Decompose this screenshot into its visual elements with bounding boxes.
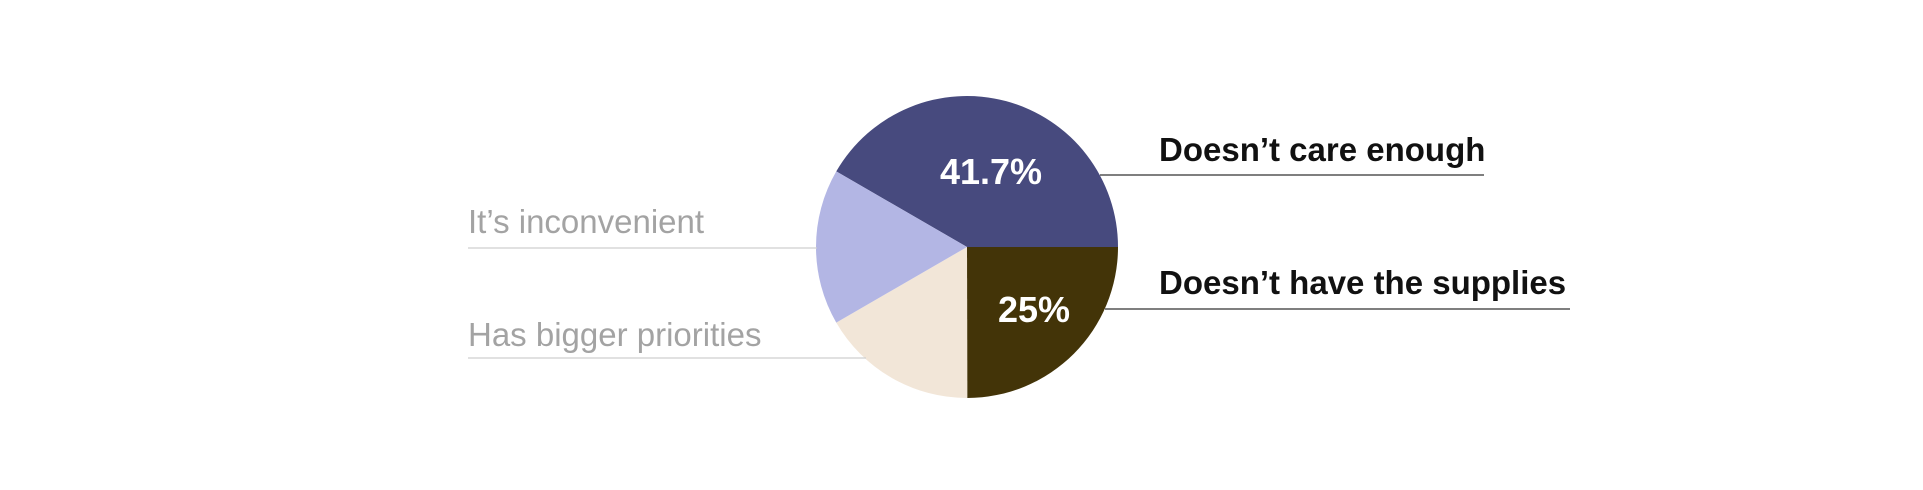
pie-slice — [815, 171, 967, 323]
value-label: 41.7% — [940, 151, 1042, 192]
pie-slice — [836, 95, 1118, 247]
category-label: Doesn’t care enough — [1159, 131, 1485, 168]
pie-slice — [836, 247, 968, 398]
category-label: Doesn’t have the supplies — [1159, 264, 1566, 301]
category-label: Has bigger priorities — [468, 316, 761, 353]
pie-slice — [967, 247, 1118, 398]
category-label: It’s inconvenient — [468, 203, 704, 240]
value-label: 25% — [998, 289, 1070, 330]
